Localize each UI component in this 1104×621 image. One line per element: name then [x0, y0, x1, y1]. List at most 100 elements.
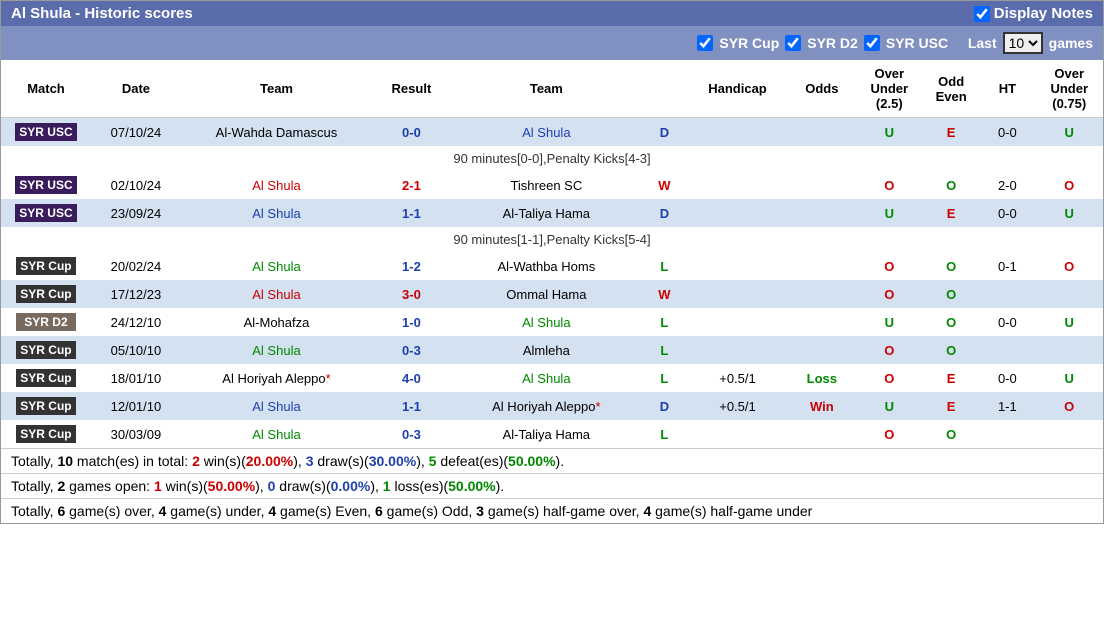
team2-cell[interactable]: Al Horiyah Aleppo* [451, 392, 642, 420]
filter-usc-label: SYR USC [886, 35, 948, 51]
team1-cell[interactable]: Al-Wahda Damascus [181, 118, 372, 147]
odds-cell [788, 171, 855, 199]
league-badge[interactable]: SYR D2 [16, 313, 76, 331]
oe-cell: E [923, 199, 979, 227]
result-cell[interactable]: 1-1 [372, 199, 451, 227]
ou075-cell: O [1035, 252, 1103, 280]
result-cell[interactable]: 1-0 [372, 308, 451, 336]
league-badge[interactable]: SYR USC [15, 123, 76, 141]
league-badge[interactable]: SYR Cup [16, 257, 76, 275]
date-cell: 23/09/24 [91, 199, 181, 227]
filter-d2-label: SYR D2 [807, 35, 858, 51]
team2-cell[interactable]: Ommal Hama [451, 280, 642, 308]
ht-cell: 0-1 [979, 252, 1035, 280]
table-row: SYR Cup17/12/23Al Shula3-0Ommal HamaWOO [1, 280, 1103, 308]
odds-cell: Win [788, 392, 855, 420]
odds-cell [788, 199, 855, 227]
team1-cell[interactable]: Al Shula [181, 171, 372, 199]
result-cell[interactable]: 0-3 [372, 420, 451, 448]
league-badge[interactable]: SYR Cup [16, 369, 76, 387]
table-row: SYR Cup 18/01/10Al Horiyah Aleppo*4-0Al S… [1, 364, 1103, 392]
result-cell[interactable]: 0-3 [372, 336, 451, 364]
team1-cell[interactable]: Al Horiyah Aleppo* [181, 364, 372, 392]
team1-cell[interactable]: Al Shula [181, 199, 372, 227]
team2-cell[interactable]: Tishreen SC [451, 171, 642, 199]
odds-cell [788, 308, 855, 336]
ht-cell: 0-0 [979, 364, 1035, 392]
ou25-cell: O [856, 364, 923, 392]
league-badge[interactable]: SYR Cup [16, 341, 76, 359]
date-cell: 18/01/10 [91, 364, 181, 392]
wld-cell: L [642, 420, 687, 448]
team2-cell[interactable]: Al-Taliya Hama [451, 199, 642, 227]
league-badge[interactable]: SYR Cup [16, 425, 76, 443]
summary-line-1: Totally, 10 match(es) in total: 2 win(s)… [1, 448, 1103, 473]
team1-cell[interactable]: Al-Mohafza [181, 308, 372, 336]
team2-cell[interactable]: Al Shula [451, 364, 642, 392]
team1-cell[interactable]: Al Shula [181, 420, 372, 448]
col-result: Result [372, 60, 451, 118]
display-notes-checkbox[interactable] [974, 6, 990, 22]
ht-cell [979, 280, 1035, 308]
ou075-cell [1035, 280, 1103, 308]
table-row: SYR Cup05/10/10Al Shula0-3AlmlehaLOO [1, 336, 1103, 364]
ou075-cell: U [1035, 118, 1103, 147]
ou075-cell: O [1035, 171, 1103, 199]
col-ou25: Over Under (2.5) [856, 60, 923, 118]
wld-cell: D [642, 199, 687, 227]
table-row: SYR USC 23/09/24Al Shula1-1Al-Taliya Hama… [1, 199, 1103, 227]
league-badge[interactable]: SYR USC [15, 176, 76, 194]
handicap-cell [687, 336, 788, 364]
team1-cell[interactable]: Al Shula [181, 280, 372, 308]
ou25-cell: O [856, 252, 923, 280]
odds-cell [788, 252, 855, 280]
result-cell[interactable]: 4-0 [372, 364, 451, 392]
wld-cell: D [642, 392, 687, 420]
ou25-cell: U [856, 308, 923, 336]
wld-cell: D [642, 118, 687, 147]
odds-cell [788, 280, 855, 308]
team2-cell[interactable]: Al-Wathba Homs [451, 252, 642, 280]
header-title: Al Shula - Historic scores [11, 5, 193, 22]
filter-d2-checkbox[interactable] [785, 35, 801, 51]
handicap-cell [687, 199, 788, 227]
league-badge[interactable]: SYR USC [15, 204, 76, 222]
team2-cell[interactable]: Al Shula [451, 308, 642, 336]
table-header-row: Match Date Team Result Team Handicap Odd… [1, 60, 1103, 118]
ht-cell [979, 420, 1035, 448]
ou075-cell [1035, 336, 1103, 364]
league-badge[interactable]: SYR Cup [16, 285, 76, 303]
handicap-cell [687, 118, 788, 147]
wld-cell: L [642, 252, 687, 280]
team2-cell[interactable]: Al Shula [451, 118, 642, 147]
ou25-cell: U [856, 118, 923, 147]
team1-cell[interactable]: Al Shula [181, 336, 372, 364]
header-bar: Al Shula - Historic scores Display Notes [1, 1, 1103, 26]
result-cell[interactable]: 3-0 [372, 280, 451, 308]
league-badge[interactable]: SYR Cup [16, 397, 76, 415]
col-oe: Odd Even [923, 60, 979, 118]
oe-cell: O [923, 336, 979, 364]
display-notes-label: Display Notes [994, 5, 1093, 22]
team2-cell[interactable]: Almleha [451, 336, 642, 364]
result-cell[interactable]: 1-1 [372, 392, 451, 420]
result-cell[interactable]: 1-2 [372, 252, 451, 280]
date-cell: 20/02/24 [91, 252, 181, 280]
note-cell: 90 minutes[0-0],Penalty Kicks[4-3] [1, 146, 1103, 171]
col-match: Match [1, 60, 91, 118]
team2-cell[interactable]: Al-Taliya Hama [451, 420, 642, 448]
ht-cell: 0-0 [979, 199, 1035, 227]
team1-cell[interactable]: Al Shula [181, 252, 372, 280]
games-select[interactable]: 10 [1003, 32, 1043, 54]
note-cell: 90 minutes[1-1],Penalty Kicks[5-4] [1, 227, 1103, 252]
filter-usc-checkbox[interactable] [864, 35, 880, 51]
team1-cell[interactable]: Al Shula [181, 392, 372, 420]
ou075-cell: U [1035, 199, 1103, 227]
col-odds: Odds [788, 60, 855, 118]
result-cell[interactable]: 2-1 [372, 171, 451, 199]
historic-scores-panel: Al Shula - Historic scores Display Notes… [0, 0, 1104, 524]
result-cell[interactable]: 0-0 [372, 118, 451, 147]
filter-cup-checkbox[interactable] [697, 35, 713, 51]
last-suffix: games [1049, 35, 1093, 51]
col-ht: HT [979, 60, 1035, 118]
